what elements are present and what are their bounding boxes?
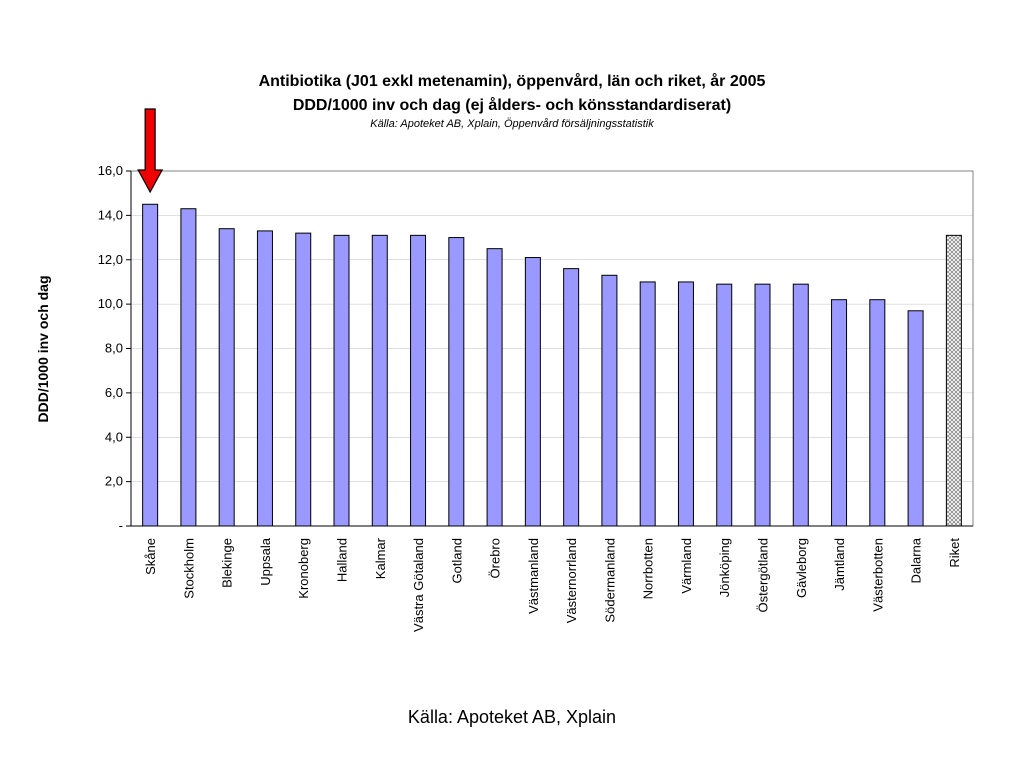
bar-örebro (486, 248, 503, 527)
bar-norrbotten (639, 281, 656, 527)
x-tick-label: Dalarna (909, 537, 924, 583)
x-tick-label: Riket (947, 538, 962, 568)
bar-blekinge (218, 228, 235, 527)
bar-kalmar (371, 234, 388, 527)
chart-subtitle: DDD/1000 inv och dag (ej ålders- och kön… (292, 97, 732, 114)
x-tick-label: Norrbotten (641, 538, 656, 599)
x-axis-labels: Skåne Stockholm Blekinge Uppsala Kronoberg Ha… (143, 537, 962, 632)
x-tick-label: Stockholm (181, 538, 196, 599)
y-axis-label: DDD/1000 inv och dag (35, 275, 51, 422)
x-tick-label: Östergötland (756, 538, 771, 612)
x-tick-label: Örebro (488, 538, 503, 578)
x-tick-label: Gotland (449, 538, 464, 584)
x-tick-label: Gävleborg (794, 538, 809, 598)
y-tick-label: 4,0 (105, 429, 123, 444)
y-tick-label: 10,0 (98, 296, 123, 311)
bar-chart: - 2,0 4,0 6,0 8,0 10,0 12,0 14,0 16,0 Skåne Stock… (35, 108, 974, 632)
bar-värmland (677, 281, 694, 527)
y-tick-label: 12,0 (98, 252, 123, 267)
x-tick-label: Västernorrland (564, 538, 579, 623)
bar-kronoberg (295, 232, 312, 527)
bar-gävleborg (792, 283, 809, 527)
y-tick-label: - (119, 518, 123, 533)
bar-gotland (448, 237, 465, 527)
x-tick-label: Uppsala (258, 537, 273, 585)
bar-jönköping (716, 283, 733, 527)
footer-source: Källa: Apoteket AB, Xplain (407, 707, 617, 727)
bar-dalarna (907, 310, 924, 527)
y-axis-ticks: - 2,0 4,0 6,0 8,0 10,0 12,0 14,0 16,0 (98, 163, 973, 533)
x-tick-label: Västra Götaland (411, 538, 426, 632)
chart-source-note: Källa: Apoteket AB, Xplain, Öppenvård fö… (370, 118, 654, 130)
x-tick-label: Kalmar (373, 537, 388, 579)
y-tick-label: 2,0 (105, 474, 123, 489)
x-tick-label: Skåne (143, 538, 158, 575)
bars (142, 203, 962, 527)
x-tick-label: Jönköping (717, 538, 732, 597)
bar-skåne (142, 203, 159, 527)
x-tick-label: Södermanland (602, 538, 617, 623)
x-tick-label: Halland (335, 538, 350, 582)
bar-södermanland (601, 274, 618, 527)
arrow-shape (137, 108, 164, 194)
y-tick-label: 16,0 (98, 163, 123, 178)
bar-halland (333, 234, 350, 527)
bar-östergötland (754, 283, 771, 527)
x-tick-label: Västerbotten (870, 538, 885, 612)
bar-stockholm (180, 208, 197, 527)
y-tick-label: 6,0 (105, 385, 123, 400)
bar-västernorrland (563, 268, 580, 527)
x-tick-label: Värmland (679, 538, 694, 594)
bar-riket (945, 234, 962, 527)
chart-title: Antibiotika (J01 exkl metenamin), öppenv… (258, 73, 766, 90)
bar-uppsala (256, 230, 273, 527)
bar-västerbotten (869, 299, 886, 527)
x-tick-label: Blekinge (220, 538, 235, 588)
y-tick-label: 8,0 (105, 341, 123, 356)
bar-västmanland (524, 257, 541, 527)
x-tick-label: Jämtland (832, 538, 847, 591)
x-tick-label: Kronoberg (296, 538, 311, 599)
x-tick-label: Västmanland (526, 538, 541, 614)
bar-västra-götaland (410, 234, 427, 527)
bar-jämtland (831, 299, 848, 527)
highlight-arrow-icon (137, 108, 164, 194)
y-tick-label: 14,0 (98, 207, 123, 222)
